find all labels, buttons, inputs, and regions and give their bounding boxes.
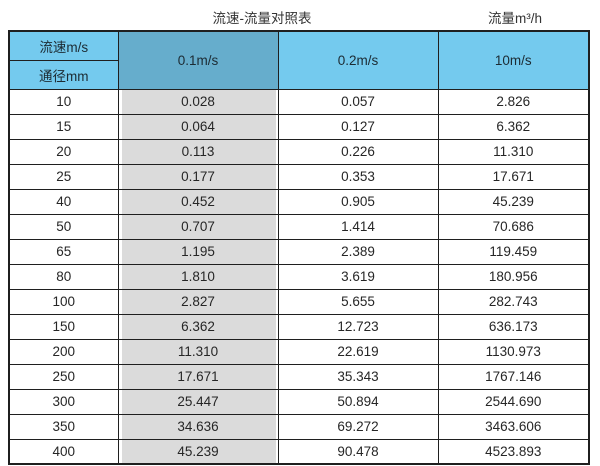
value-cell-0-1ms: 11.310 — [117, 338, 279, 365]
value-cell-0-2ms: 5.655 — [277, 288, 439, 315]
value-cell-10ms: 282.743 — [437, 288, 590, 315]
value-cell-10ms: 45.239 — [437, 188, 590, 215]
value-cell-10ms: 2544.690 — [437, 388, 590, 415]
caption-bar: 流速-流量对照表 流量m³/h — [0, 0, 600, 30]
value-cell-0-2ms: 0.226 — [277, 138, 439, 165]
diameter-cell: 15 — [8, 113, 119, 140]
value-cell-10ms: 70.686 — [437, 213, 590, 240]
flow-unit-label: 流量m³/h — [488, 11, 542, 26]
value-cell-0-1ms: 45.239 — [117, 438, 279, 465]
value-cell-0-2ms: 1.414 — [277, 213, 439, 240]
diameter-cell: 300 — [8, 388, 119, 415]
table-row: 20 0.113 0.226 11.310 — [8, 138, 590, 165]
value-cell-0-1ms: 6.362 — [117, 313, 279, 340]
table-row: 350 34.636 69.272 3463.606 — [8, 413, 590, 440]
flow-rate-table: 流速m/s 0.1m/s 0.2m/s 10m/s 通径mm 10 0.028 0.… — [8, 30, 590, 465]
table-row: 250 17.671 35.343 1767.146 — [8, 363, 590, 390]
table-row: 40 0.452 0.905 45.239 — [8, 188, 590, 215]
header-velocity-0-1: 0.1m/s — [117, 30, 279, 90]
value-cell-10ms: 119.459 — [437, 238, 590, 265]
value-cell-0-2ms: 0.127 — [277, 113, 439, 140]
diameter-cell: 80 — [8, 263, 119, 290]
value-cell-10ms: 1767.146 — [437, 363, 590, 390]
value-cell-0-2ms: 0.353 — [277, 163, 439, 190]
value-cell-10ms: 2.826 — [437, 88, 590, 115]
diameter-cell: 50 — [8, 213, 119, 240]
value-cell-0-1ms: 0.028 — [117, 88, 279, 115]
value-cell-0-2ms: 35.343 — [277, 363, 439, 390]
value-cell-0-1ms: 0.064 — [117, 113, 279, 140]
table-row: 25 0.177 0.353 17.671 — [8, 163, 590, 190]
table-row: 50 0.707 1.414 70.686 — [8, 213, 590, 240]
table-row: 100 2.827 5.655 282.743 — [8, 288, 590, 315]
value-cell-10ms: 1130.973 — [437, 338, 590, 365]
value-cell-0-2ms: 3.619 — [277, 263, 439, 290]
diameter-cell: 20 — [8, 138, 119, 165]
table-body: 10 0.028 0.057 2.826 15 0.064 0.127 6.362 20 0.11… — [8, 88, 590, 465]
value-cell-0-2ms: 2.389 — [277, 238, 439, 265]
table-header: 流速m/s 0.1m/s 0.2m/s 10m/s 通径mm — [8, 30, 590, 90]
value-cell-0-2ms: 50.894 — [277, 388, 439, 415]
value-cell-0-1ms: 34.636 — [117, 413, 279, 440]
diameter-cell: 40 — [8, 188, 119, 215]
value-cell-10ms: 180.956 — [437, 263, 590, 290]
value-cell-10ms: 636.173 — [437, 313, 590, 340]
value-cell-0-1ms: 0.707 — [117, 213, 279, 240]
table-row: 15 0.064 0.127 6.362 — [8, 113, 590, 140]
value-cell-0-1ms: 0.452 — [117, 188, 279, 215]
value-cell-0-1ms: 17.671 — [117, 363, 279, 390]
value-cell-0-2ms: 69.272 — [277, 413, 439, 440]
diameter-cell: 200 — [8, 338, 119, 365]
diameter-cell: 400 — [8, 438, 119, 465]
table-row: 300 25.447 50.894 2544.690 — [8, 388, 590, 415]
table-row: 400 45.239 90.478 4523.893 — [8, 438, 590, 465]
table-row: 150 6.362 12.723 636.173 — [8, 313, 590, 340]
value-cell-10ms: 11.310 — [437, 138, 590, 165]
table-row: 200 11.310 22.619 1130.973 — [8, 338, 590, 365]
value-cell-0-1ms: 1.810 — [117, 263, 279, 290]
table-row: 10 0.028 0.057 2.826 — [8, 88, 590, 115]
value-cell-10ms: 3463.606 — [437, 413, 590, 440]
value-cell-0-1ms: 0.177 — [117, 163, 279, 190]
diameter-cell: 350 — [8, 413, 119, 440]
diameter-cell: 65 — [8, 238, 119, 265]
value-cell-0-1ms: 1.195 — [117, 238, 279, 265]
value-cell-0-2ms: 90.478 — [277, 438, 439, 465]
value-cell-0-1ms: 0.113 — [117, 138, 279, 165]
header-velocity-10: 10m/s — [437, 30, 590, 90]
diameter-cell: 150 — [8, 313, 119, 340]
diameter-cell: 100 — [8, 288, 119, 315]
value-cell-10ms: 4523.893 — [437, 438, 590, 465]
value-cell-10ms: 17.671 — [437, 163, 590, 190]
table-row: 80 1.810 3.619 180.956 — [8, 263, 590, 290]
table-row: 65 1.195 2.389 119.459 — [8, 238, 590, 265]
value-cell-0-1ms: 2.827 — [117, 288, 279, 315]
diameter-cell: 250 — [8, 363, 119, 390]
header-velocity-0-2: 0.2m/s — [277, 30, 439, 90]
value-cell-0-2ms: 12.723 — [277, 313, 439, 340]
table-title: 流速-流量对照表 — [212, 11, 312, 26]
value-cell-0-2ms: 0.905 — [277, 188, 439, 215]
value-cell-10ms: 6.362 — [437, 113, 590, 140]
diameter-cell: 10 — [8, 88, 119, 115]
diameter-cell: 25 — [8, 163, 119, 190]
value-cell-0-2ms: 22.619 — [277, 338, 439, 365]
header-diameter-label: 通径mm — [8, 59, 119, 90]
value-cell-0-2ms: 0.057 — [277, 88, 439, 115]
value-cell-0-1ms: 25.447 — [117, 388, 279, 415]
header-velocity-label: 流速m/s — [8, 30, 119, 61]
